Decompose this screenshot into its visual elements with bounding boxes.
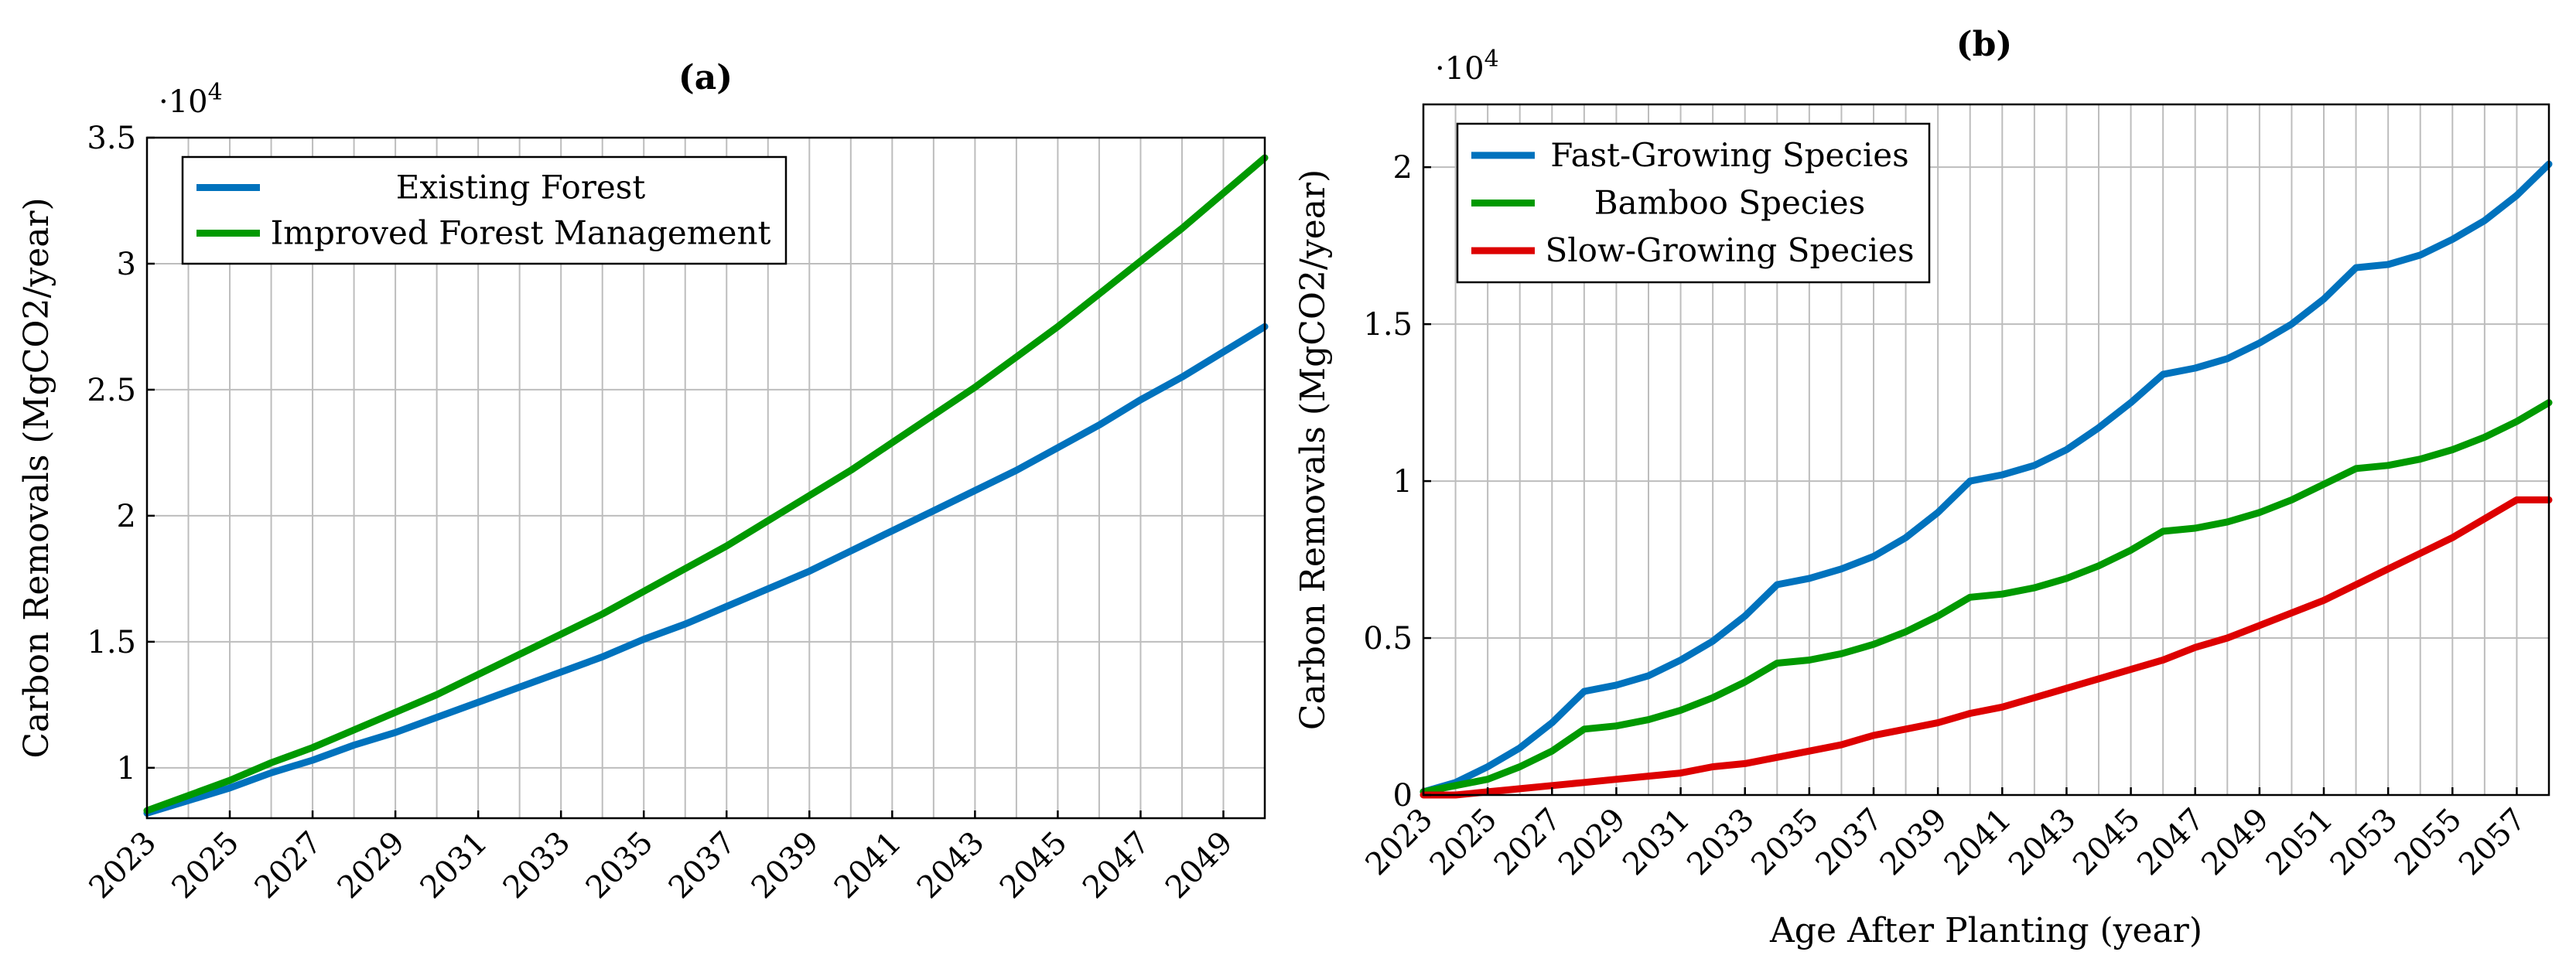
legend-label: Existing Forest	[396, 169, 646, 206]
x-tick-label: 2033	[1680, 802, 1761, 883]
x-tick-label: 2029	[1552, 802, 1633, 883]
x-tick-label: 2047	[2130, 802, 2212, 883]
y-tick-label: 3.5	[87, 121, 136, 156]
y-tick-label: 1	[1393, 464, 1413, 500]
x-axis-label: Age After Planting (year)	[1769, 911, 2202, 950]
y-tick-label: 1	[117, 751, 136, 786]
series-line-fast-growing-species	[1420, 160, 2553, 796]
x-tick-label: 2023	[83, 825, 164, 906]
y-tick-label: 1.5	[1363, 307, 1413, 343]
x-tick-label: 2049	[2195, 802, 2276, 883]
x-tick-label: 2055	[2388, 802, 2469, 883]
chart-title: (a)	[678, 58, 733, 97]
x-tick-label: 2035	[1744, 802, 1826, 883]
x-tick-label: 2051	[2260, 802, 2341, 883]
y-tick-label: 0.5	[1363, 621, 1413, 657]
chart-title: (b)	[1956, 25, 2012, 64]
x-tick-label: 2039	[1874, 802, 1955, 883]
y-tick-label: 2	[117, 499, 136, 534]
x-tick-label: 2053	[2324, 802, 2405, 883]
y-multiplier: ·104	[1435, 46, 1499, 87]
plot-frame	[1422, 103, 2550, 797]
x-tick-label: 2057	[2452, 802, 2533, 883]
x-tick-label: 2037	[1809, 802, 1891, 883]
series-line-bamboo-species	[1420, 399, 2553, 796]
legend-box	[181, 155, 787, 265]
legend-label: Slow-Growing Species	[1545, 231, 1914, 269]
x-tick-label: 2039	[745, 825, 826, 906]
x-tick-label: 2031	[414, 825, 495, 906]
y-tick-label: 2	[1393, 150, 1413, 186]
chart-panel-a: 1 1.5 2 2.5 3 3.5 2023 2025 2027 2029 2031 2033 2035…	[17, 58, 1269, 906]
x-tick-label: 2045	[2066, 802, 2147, 883]
x-tick-label: 2037	[662, 825, 743, 906]
x-tick-label: 2031	[1616, 802, 1697, 883]
legend: Fast-Growing Species Bamboo Species Slow-G…	[1456, 122, 1931, 284]
x-tick-label: 2033	[497, 825, 578, 906]
x-tick-label: 2027	[1488, 802, 1569, 883]
y-tick-label: 2.5	[87, 373, 136, 408]
legend-box	[1456, 122, 1931, 284]
series-line-existing-forest	[143, 322, 1269, 817]
x-tick-label: 2029	[331, 825, 412, 906]
x-tick-label: 2041	[1938, 802, 2019, 883]
y-multiplier: ·104	[159, 79, 223, 120]
y-tick-label: 1.5	[87, 625, 136, 660]
series-line-improved-forest-management	[143, 154, 1269, 814]
y-axis-label: Carbon Removals (MgCO2/year)	[1293, 169, 1333, 730]
y-axis-label: Carbon Removals (MgCO2/year)	[17, 197, 56, 758]
legend-label: Bamboo Species	[1594, 184, 1865, 222]
legend-label: Fast-Growing Species	[1550, 136, 1908, 174]
x-tick-label: 2043	[2002, 802, 2083, 883]
x-tick-label: 2025	[166, 825, 247, 906]
x-tick-label: 2047	[1076, 825, 1157, 906]
x-tick-label: 2043	[910, 825, 992, 906]
chart-panel-b: 00.511.522023202520272029203120332035203…	[1293, 25, 2553, 950]
x-tick-label: 2025	[1423, 802, 1505, 883]
x-tick-label: 2041	[828, 825, 909, 906]
plot-frame	[145, 136, 1266, 820]
legend: Existing Forest Improved Forest Managemen…	[181, 155, 787, 265]
x-tick-label: 2027	[248, 825, 330, 906]
x-tick-label: 2045	[993, 825, 1074, 906]
x-tick-label: 2035	[579, 825, 661, 906]
x-tick-label: 2023	[1359, 802, 1440, 883]
y-tick-label: 0	[1393, 778, 1413, 814]
y-tick-label: 3	[117, 247, 136, 282]
series-line-slow-growing-species	[1420, 496, 2553, 799]
legend-label: Improved Forest Management	[271, 214, 771, 252]
x-tick-label: 2049	[1159, 825, 1240, 906]
